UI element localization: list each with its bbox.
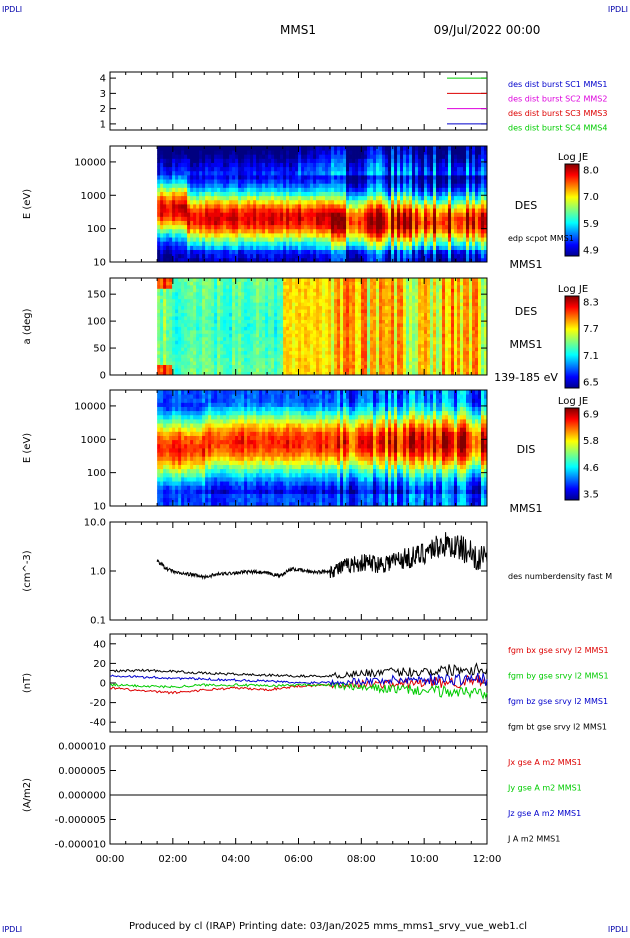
corner-label-bottom-left: IPDLI — [2, 925, 22, 934]
time-axis-tick-label: 02:00 — [158, 854, 187, 865]
des-pitch-panel-ytick-label: 50 — [93, 344, 106, 355]
des-energy-panel-side-label: edp scpot MMS1 — [508, 234, 574, 243]
des-pitch-panel-colorbar-tick: 8.3 — [583, 298, 599, 309]
density-panel-ylabel: (cm^-3) — [22, 550, 33, 591]
current-legend-entry: J A m2 MMS1 — [507, 835, 560, 844]
fgm-legend-entry: fgm bz gse srvy l2 MMS1 — [508, 697, 608, 706]
burst-legend-entry: des dist burst SC2 MMS2 — [508, 95, 607, 104]
time-axis-tick-label: 12:00 — [473, 854, 502, 865]
dis-energy-panel-ytick-label: 100 — [87, 468, 106, 479]
time-axis-tick-label: 08:00 — [347, 854, 376, 865]
des-energy-panel-colorbar-tick: 8.0 — [583, 166, 599, 177]
dis-energy-panel-ylabel: E (eV) — [22, 433, 33, 463]
dis-energy-panel-heatmap — [157, 390, 487, 506]
fgm-legend-entry: fgm bt gse srvy l2 MMS1 — [508, 723, 607, 732]
dis-energy-panel-side-label: DIS — [517, 443, 536, 456]
des-pitch-panel-colorbar-title: Log JE — [558, 284, 588, 295]
corner-label-top-right: IPDLI — [608, 5, 628, 14]
current-legend-entry: Jy gse A m2 MMS1 — [507, 784, 582, 793]
time-axis-tick-label: 10:00 — [410, 854, 439, 865]
des-pitch-panel-ylabel: a (deg) — [22, 308, 33, 344]
burst-panel-ytick-label: 1 — [100, 119, 106, 130]
burst-panel-ytick-label: 4 — [100, 74, 106, 85]
des-pitch-panel-ytick-label: 150 — [87, 290, 106, 301]
dis-energy-panel-colorbar-tick: 3.5 — [583, 490, 599, 501]
current-panel-ytick-label: -0.000010 — [55, 840, 106, 851]
des-pitch-panel-colorbar-tick: 6.5 — [583, 378, 599, 389]
fgm-panel-ytick-label: 40 — [93, 639, 106, 650]
corner-label-bottom-right: IPDLI — [608, 925, 628, 934]
des-energy-panel-ytick-label: 10000 — [74, 157, 106, 168]
mission-title: MMS1 — [280, 23, 316, 37]
dis-energy-panel-colorbar-title: Log JE — [558, 396, 588, 407]
fgm-panel-ytick-label: 0 — [100, 679, 106, 690]
des-energy-panel-colorbar-tick: 4.9 — [583, 246, 599, 257]
density-panel-ytick-label: 0.1 — [90, 616, 106, 627]
des-energy-panel-ytick-label: 1000 — [81, 191, 106, 202]
des-energy-panel-colorbar-tick: 7.0 — [583, 192, 599, 203]
density-series-line — [157, 532, 487, 578]
burst-legend-entry: des dist burst SC3 MMS3 — [508, 109, 607, 118]
current-legend-entry: Jz gse A m2 MMS1 — [507, 809, 581, 818]
burst-panel-ytick-label: 2 — [100, 104, 106, 115]
burst-legend-entry: des dist burst SC4 MMS4 — [508, 124, 607, 133]
dis-energy-panel-ytick-label: 1000 — [81, 435, 106, 446]
panels-layer: 1 2 3 4 des dist burst SC1 MMS1 des dist burs… — [22, 72, 612, 865]
burst-legend-entry: des dist burst SC1 MMS1 — [508, 80, 607, 89]
burst-panel-ytick-label: 3 — [100, 89, 106, 100]
time-axis-tick-label: 00:00 — [96, 854, 125, 865]
time-axis-tick-label: 04:00 — [221, 854, 250, 865]
density-panel-ytick-label: 10.0 — [84, 518, 106, 529]
current-panel-ytick-label: -0.000005 — [55, 815, 106, 826]
dis-energy-panel-colorbar — [565, 408, 579, 500]
des-pitch-panel-colorbar — [565, 296, 579, 388]
fgm-panel-ylabel: (nT) — [22, 673, 33, 693]
des-pitch-panel-side-label: 139-185 eV — [494, 371, 558, 384]
density-legend-entry: des numberdensity fast M — [508, 572, 612, 581]
plot-date: 09/Jul/2022 00:00 — [434, 23, 541, 37]
current-panel-ytick-label: 0.000000 — [58, 791, 106, 802]
des-energy-panel-side-label: DES — [515, 199, 537, 212]
des-pitch-panel-ytick-label: 100 — [87, 317, 106, 328]
dis-energy-panel-colorbar-tick: 5.8 — [583, 436, 599, 447]
des-pitch-panel-side-label: MMS1 — [510, 338, 543, 351]
current-legend-entry: Jx gse A m2 MMS1 — [507, 758, 582, 767]
des-pitch-panel-heatmap — [157, 278, 487, 375]
dis-energy-panel-colorbar-tick: 6.9 — [583, 410, 599, 421]
des-energy-panel-ytick-label: 10 — [93, 258, 106, 269]
time-axis-tick-label: 06:00 — [284, 854, 313, 865]
des-energy-panel-ylabel: E (eV) — [22, 189, 33, 219]
burst-panel-frame — [110, 72, 487, 130]
fgm-panel-ytick-label: -20 — [90, 698, 106, 709]
corner-label-top-left: IPDLI — [2, 5, 22, 14]
des-pitch-panel-colorbar-tick: 7.1 — [583, 351, 599, 362]
fgm-series-line — [110, 673, 487, 686]
des-energy-panel-colorbar-tick: 5.9 — [583, 219, 599, 230]
fgm-legend-entry: fgm bx gse srvy l2 MMS1 — [508, 646, 609, 655]
des-energy-panel-colorbar-title: Log JE — [558, 152, 588, 163]
des-energy-panel-heatmap — [157, 146, 487, 262]
des-pitch-panel-ytick-label: 0 — [100, 371, 106, 382]
dis-energy-panel-ytick-label: 10000 — [74, 401, 106, 412]
des-energy-panel-ytick-label: 100 — [87, 224, 106, 235]
fgm-panel-ytick-label: 20 — [93, 659, 106, 670]
current-panel-ytick-label: 0.000010 — [58, 742, 106, 753]
des-energy-panel-side-label: MMS1 — [510, 258, 543, 271]
des-pitch-panel-colorbar-tick: 7.7 — [583, 324, 599, 335]
dis-energy-panel-colorbar-tick: 4.6 — [583, 463, 599, 474]
des-pitch-panel-side-label: DES — [515, 305, 537, 318]
current-panel-ytick-label: 0.000005 — [58, 766, 106, 777]
fgm-legend-entry: fgm by gse srvy l2 MMS1 — [508, 672, 609, 681]
current-panel-ylabel: (A/m2) — [22, 778, 33, 812]
density-panel-ytick-label: 1.0 — [90, 567, 106, 578]
fgm-panel-ytick-label: -40 — [90, 718, 106, 729]
dis-energy-panel-side-label: MMS1 — [510, 502, 543, 515]
footer-text: Produced by cl (IRAP) Printing date: 03/… — [129, 921, 527, 932]
dis-energy-panel-ytick-label: 10 — [93, 502, 106, 513]
